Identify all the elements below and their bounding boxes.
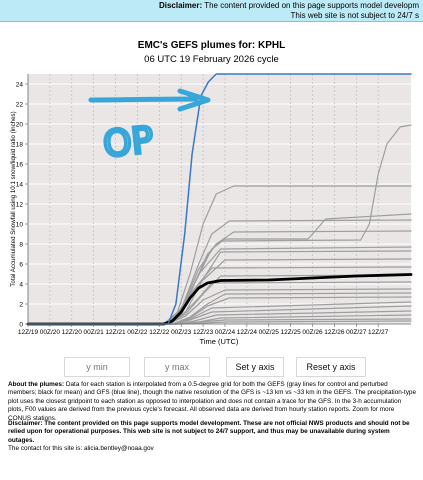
x-tick-label: 00Z/20 [40,329,61,336]
y-tick-label: 0 [19,321,23,328]
series-layer [26,73,413,326]
y-tick-label: 18 [16,141,24,148]
y-tick-label: 12 [16,201,24,208]
chart-title: EMC's GEFS plumes for: KPHL [137,40,286,51]
x-tick-label: 12Z/26 [324,329,345,336]
x-tick-label: 00Z/24 [215,329,236,336]
x-tick-label: 12Z/23 [193,329,214,336]
x-tick-label: 00Z/21 [84,329,105,336]
y-tick-label: 24 [16,81,24,88]
banner-label: Disclaimer: [158,1,203,10]
y-min-input[interactable] [64,357,130,377]
y-max-input[interactable] [144,357,210,377]
x-tick-label: 00Z/25 [259,329,280,336]
y-axis-label: Total Accumulated Snowfall using 10:1 sn… [10,111,17,286]
x-tick-label: 12Z/24 [237,329,258,336]
about-label: About the plumes: [8,381,65,388]
x-tick-label: 00Z/23 [171,329,192,336]
x-tick-label: 12Z/19 [18,329,39,336]
y-tick-label: 2 [19,301,23,308]
banner-text-2: This web site is not subject to 24/7 s [290,11,419,20]
y-tick-label: 16 [16,161,24,168]
set-y-axis-button[interactable]: Set y axis [226,357,284,377]
about-paragraph: About the plumes: Data for each station … [8,381,416,423]
series-gefs-mean-line [26,273,413,326]
annotation-arrow [88,88,211,112]
x-tick-label: 12Z/20 [62,329,83,336]
disclaimer-paragraph: Disclaimer: The content provided on this… [8,420,416,445]
x-tick-label: 00Z/27 [346,329,367,336]
annotation-text: OP [101,120,155,166]
plot-area [28,74,411,324]
x-tick-label: 12Z/27 [368,329,389,336]
y-tick-label: 22 [16,101,24,108]
x-axis-label: Time (UTC) [200,337,239,346]
grid [28,74,411,324]
about-text: Data for each station is interpolated fr… [8,381,417,422]
x-tick-label: 00Z/22 [127,329,148,336]
chart-subtitle: 06 UTC 19 February 2026 cycle [144,54,279,65]
y-tick-label: 8 [19,241,23,248]
banner-text-1: The content provided on this page suppor… [204,1,419,10]
series-gfs-line [27,73,412,325]
x-tick-label: 12Z/21 [105,329,126,336]
y-tick-label: 14 [16,181,24,188]
disclaimer-label: Disclaimer: [8,420,43,427]
y-tick-label: 4 [19,281,23,288]
y-tick-label: 6 [19,261,23,268]
x-tick-label: 00Z/26 [302,329,323,336]
x-tick-label: 12Z/22 [149,329,170,336]
y-tick-label: 20 [16,121,24,128]
contact-line: The contact for this site is: alicia.ben… [8,445,154,452]
x-tick-label: 12Z/25 [281,329,302,336]
x-ticks: 12Z/19 00Z/20 12Z/20 00Z/21 12Z/21 00Z/22 12Z/… [18,324,389,336]
disclaimer-banner: Disclaimer: The content provided on this… [0,0,423,22]
y-tick-label: 10 [16,221,24,228]
reset-y-axis-button[interactable]: Reset y axis [296,357,366,377]
disclaimer-text: The content provided on this page suppor… [8,420,410,444]
